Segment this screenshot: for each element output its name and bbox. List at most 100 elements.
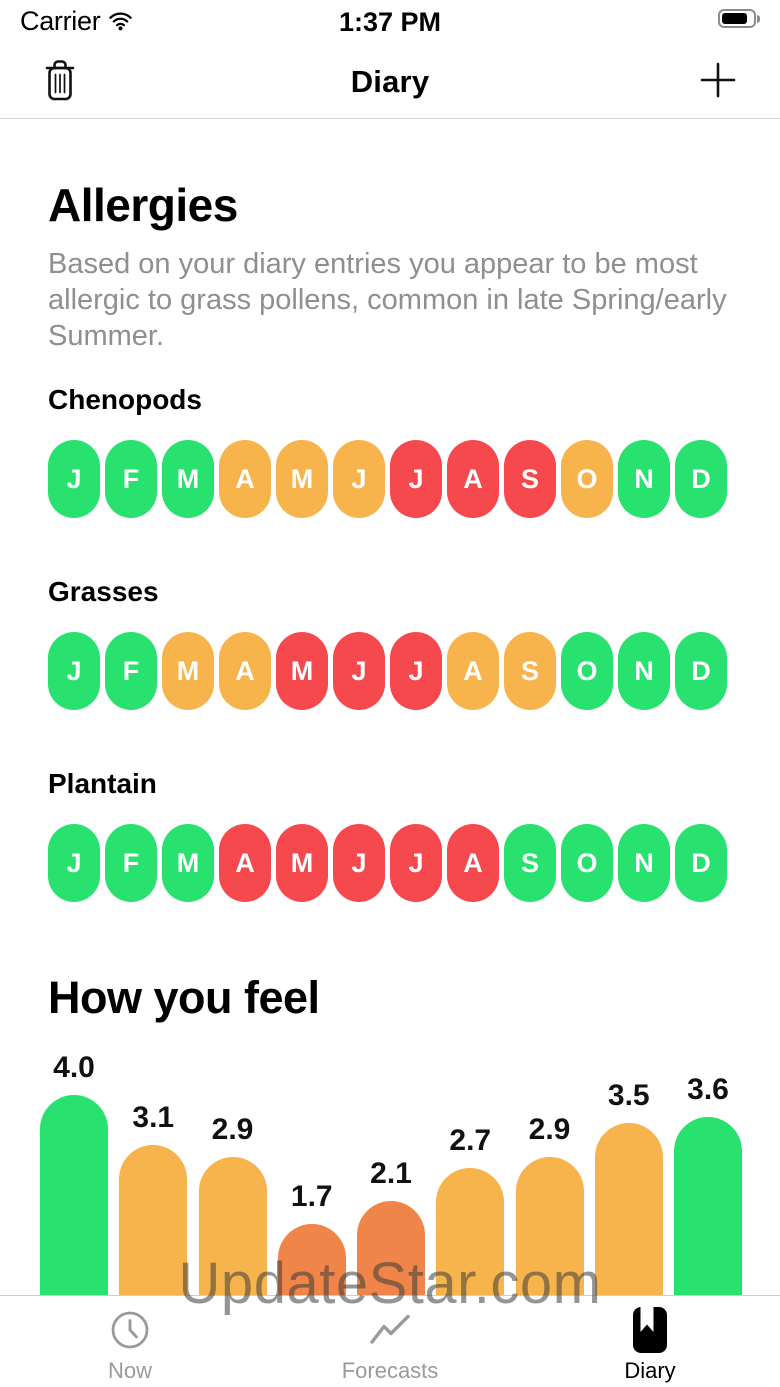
delete-button[interactable] — [40, 56, 80, 104]
feel-chart: 4.0 3.1 2.9 1.7 2.1 2.7 2.9 3.5 3.6 — [40, 1038, 742, 1297]
month-pill-3: M — [162, 440, 214, 518]
how-you-feel-title: How you feel — [48, 972, 320, 1023]
month-letter: M — [176, 463, 200, 494]
month-letter: S — [520, 463, 539, 494]
month-pill-7: J — [390, 824, 442, 902]
month-pill-12: D — [675, 632, 727, 710]
tab-forecasts-label: Forecasts — [341, 1358, 439, 1383]
month-letter: J — [408, 655, 424, 686]
feel-bar-value: 4.0 — [53, 1051, 95, 1084]
month-pill-5: M — [276, 824, 328, 902]
month-letter: S — [520, 847, 539, 878]
month-letter: J — [66, 847, 82, 878]
month-pill-8: A — [447, 632, 499, 710]
month-letter: D — [691, 463, 711, 494]
month-letter: J — [351, 847, 367, 878]
month-pill-6: J — [333, 632, 385, 710]
carrier-label: Carrier — [20, 6, 101, 36]
month-letter: N — [634, 847, 654, 878]
month-pill-11: N — [618, 632, 670, 710]
month-letter: M — [290, 463, 314, 494]
month-letter: O — [576, 463, 598, 494]
month-pill-4: A — [219, 824, 271, 902]
month-letter: J — [351, 463, 367, 494]
feel-bar — [277, 1224, 346, 1297]
month-letter: M — [176, 847, 200, 878]
month-letter: F — [122, 655, 140, 686]
nav-bar: Diary — [0, 44, 780, 119]
add-entry-button[interactable] — [698, 60, 738, 100]
month-letter: J — [66, 655, 82, 686]
month-pill-2: F — [105, 824, 157, 902]
feel-bar — [198, 1157, 267, 1297]
tab-diary-label: Diary — [624, 1358, 676, 1383]
month-letter: F — [122, 847, 140, 878]
page-title: Diary — [350, 64, 430, 99]
month-pill-4: A — [219, 632, 271, 710]
month-pill-2: F — [105, 440, 157, 518]
clock-icon — [109, 1304, 151, 1356]
month-letter: J — [408, 847, 424, 878]
trend-icon — [368, 1304, 412, 1356]
month-pill-5: M — [276, 440, 328, 518]
month-pill-7: J — [390, 440, 442, 518]
month-letter: N — [634, 655, 654, 686]
battery-tip — [757, 14, 760, 23]
month-pill-1: J — [48, 632, 100, 710]
month-pill-1: J — [48, 824, 100, 902]
allergen-name: Chenopods — [48, 384, 202, 415]
tab-now[interactable]: Now — [0, 1296, 260, 1387]
feel-bar — [357, 1201, 425, 1297]
allergen-section: Grasses J F M A M J J A S O N D — [48, 576, 738, 768]
month-letter: S — [520, 655, 539, 686]
tab-forecasts[interactable]: Forecasts — [260, 1296, 520, 1387]
allergy-sections: Chenopods J F M A M J J A S O N D Grasses J F M A M J J A S O N D… — [48, 384, 738, 960]
status-bar: Carrier 1:37 PM — [0, 0, 780, 44]
feel-bar — [436, 1168, 505, 1297]
allergen-name: Grasses — [48, 576, 159, 607]
month-letter: M — [176, 655, 200, 686]
allergen-section: Plantain J F M A M J J A S O N D — [48, 768, 738, 960]
feel-bar — [674, 1117, 742, 1297]
feel-bar-value: 2.9 — [528, 1113, 571, 1146]
month-pill-1: J — [48, 440, 100, 518]
month-pill-9: S — [504, 440, 556, 518]
month-pill-11: N — [618, 440, 670, 518]
month-letter: A — [235, 463, 255, 494]
month-pill-10: O — [561, 632, 613, 710]
month-letter: D — [691, 655, 711, 686]
trash-icon — [45, 60, 75, 101]
month-pill-7: J — [390, 632, 442, 710]
month-letter: M — [290, 655, 314, 686]
month-pill-2: F — [105, 632, 157, 710]
month-pill-6: J — [333, 440, 385, 518]
battery-icon — [718, 9, 760, 28]
month-pill-3: M — [162, 632, 214, 710]
month-letter: J — [351, 655, 367, 686]
month-pill-3: M — [162, 824, 214, 902]
allergen-section: Chenopods J F M A M J J A S O N D — [48, 384, 738, 576]
month-letter: A — [235, 847, 255, 878]
status-time: 1:37 PM — [338, 7, 442, 37]
month-pill-9: S — [504, 824, 556, 902]
month-letter: A — [463, 847, 483, 878]
month-pill-12: D — [675, 824, 727, 902]
feel-bar — [40, 1095, 108, 1297]
feel-bar-value: 1.7 — [290, 1180, 333, 1213]
month-pill-11: N — [618, 824, 670, 902]
tab-diary[interactable]: Diary — [520, 1296, 780, 1387]
month-letter: J — [408, 463, 424, 494]
month-pill-10: O — [561, 824, 613, 902]
feel-bar-value: 2.1 — [370, 1157, 412, 1190]
month-pill-6: J — [333, 824, 385, 902]
month-letter: O — [576, 847, 598, 878]
month-pill-8: A — [447, 440, 499, 518]
month-letter: F — [122, 463, 140, 494]
allergies-title: Allergies — [48, 179, 238, 231]
feel-bar-value: 2.9 — [211, 1113, 254, 1146]
feel-bar-value: 2.7 — [449, 1124, 492, 1157]
